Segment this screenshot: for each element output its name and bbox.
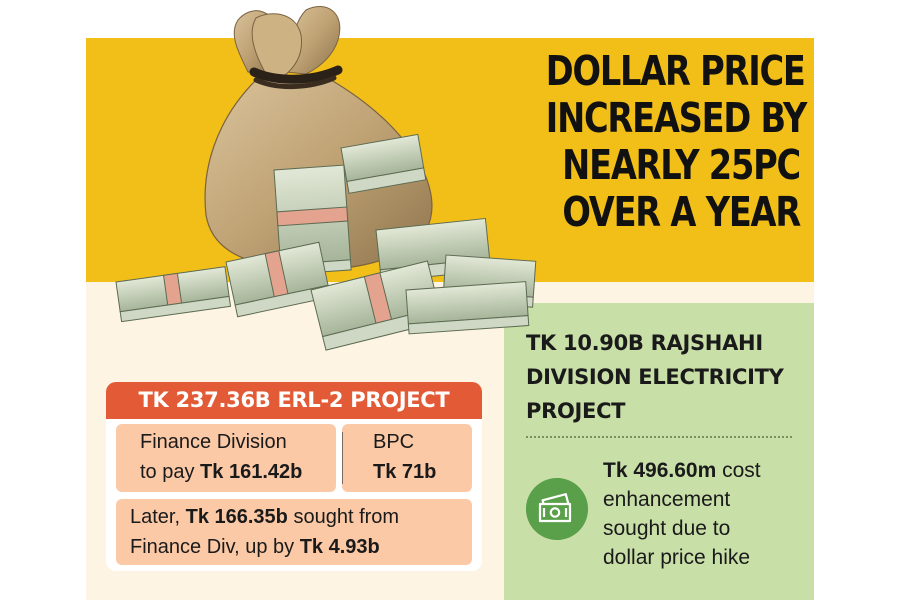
later-line-1: Later, Tk 166.35b sought from (130, 503, 399, 531)
bpc-label: BPC (373, 431, 415, 453)
headline-line: DOLLAR PRICE (545, 47, 806, 95)
finance-text: to pay (140, 461, 201, 483)
rajshahi-note-line: enhancement (603, 488, 731, 511)
rajshahi-note-text: cost (716, 459, 761, 482)
cell-separator (342, 432, 343, 484)
headline-line: INCREASED BY (545, 94, 808, 142)
headline-line: OVER A YEAR (562, 188, 801, 236)
headline-line: NEARLY 25PC (562, 141, 801, 189)
finance-line-2: to pay Tk 161.42b (140, 458, 302, 486)
top-white-band (86, 0, 814, 38)
later-increase: Tk 4.93b (299, 536, 380, 558)
finance-amount: Tk 161.42b (200, 461, 303, 483)
erl2-title: TK 237.36B ERL-2 PROJECT (106, 382, 482, 419)
bpc-amount: Tk 71b (373, 461, 437, 483)
later-text: sought from (287, 506, 400, 528)
later-amount: Tk 166.35b (185, 506, 288, 528)
infographic-panel: DOLLAR PRICE INCREASED BY NEARLY 25PC OV… (86, 0, 814, 600)
finance-line-1: Finance Division (140, 431, 287, 453)
bpc-cell (342, 424, 472, 492)
rajshahi-title-line: DIVISION ELECTRICITY (526, 365, 784, 389)
rajshahi-title-line: PROJECT (526, 399, 626, 423)
rajshahi-title-line: TK 10.90B RAJSHAHI (526, 331, 763, 355)
later-text: Finance Div, up by (130, 536, 300, 558)
rajshahi-note-line: dollar price hike (603, 546, 751, 569)
later-line-2: Finance Div, up by Tk 4.93b (130, 533, 380, 561)
rajshahi-green-panel (504, 303, 814, 600)
headline: DOLLAR PRICE INCREASED BY NEARLY 25PC OV… (545, 47, 808, 236)
rajshahi-title: TK 10.90B RAJSHAHI DIVISION ELECTRICITY … (526, 326, 806, 428)
money-icon (526, 478, 588, 540)
money-bag-illustration (115, 6, 537, 351)
finance-division-cell (116, 424, 336, 492)
rajshahi-note: Tk 496.60m cost enhancement sought due t… (603, 456, 803, 572)
later-text: Later, (130, 506, 186, 528)
rajshahi-note-line: Tk 496.60m cost (603, 456, 803, 485)
rajshahi-amount: Tk 496.60m (603, 459, 717, 482)
bpc-amount-line: Tk 71b (373, 458, 436, 486)
later-cell (116, 499, 472, 565)
rajshahi-note-line: sought due to (603, 517, 731, 540)
dotted-divider (526, 436, 792, 438)
